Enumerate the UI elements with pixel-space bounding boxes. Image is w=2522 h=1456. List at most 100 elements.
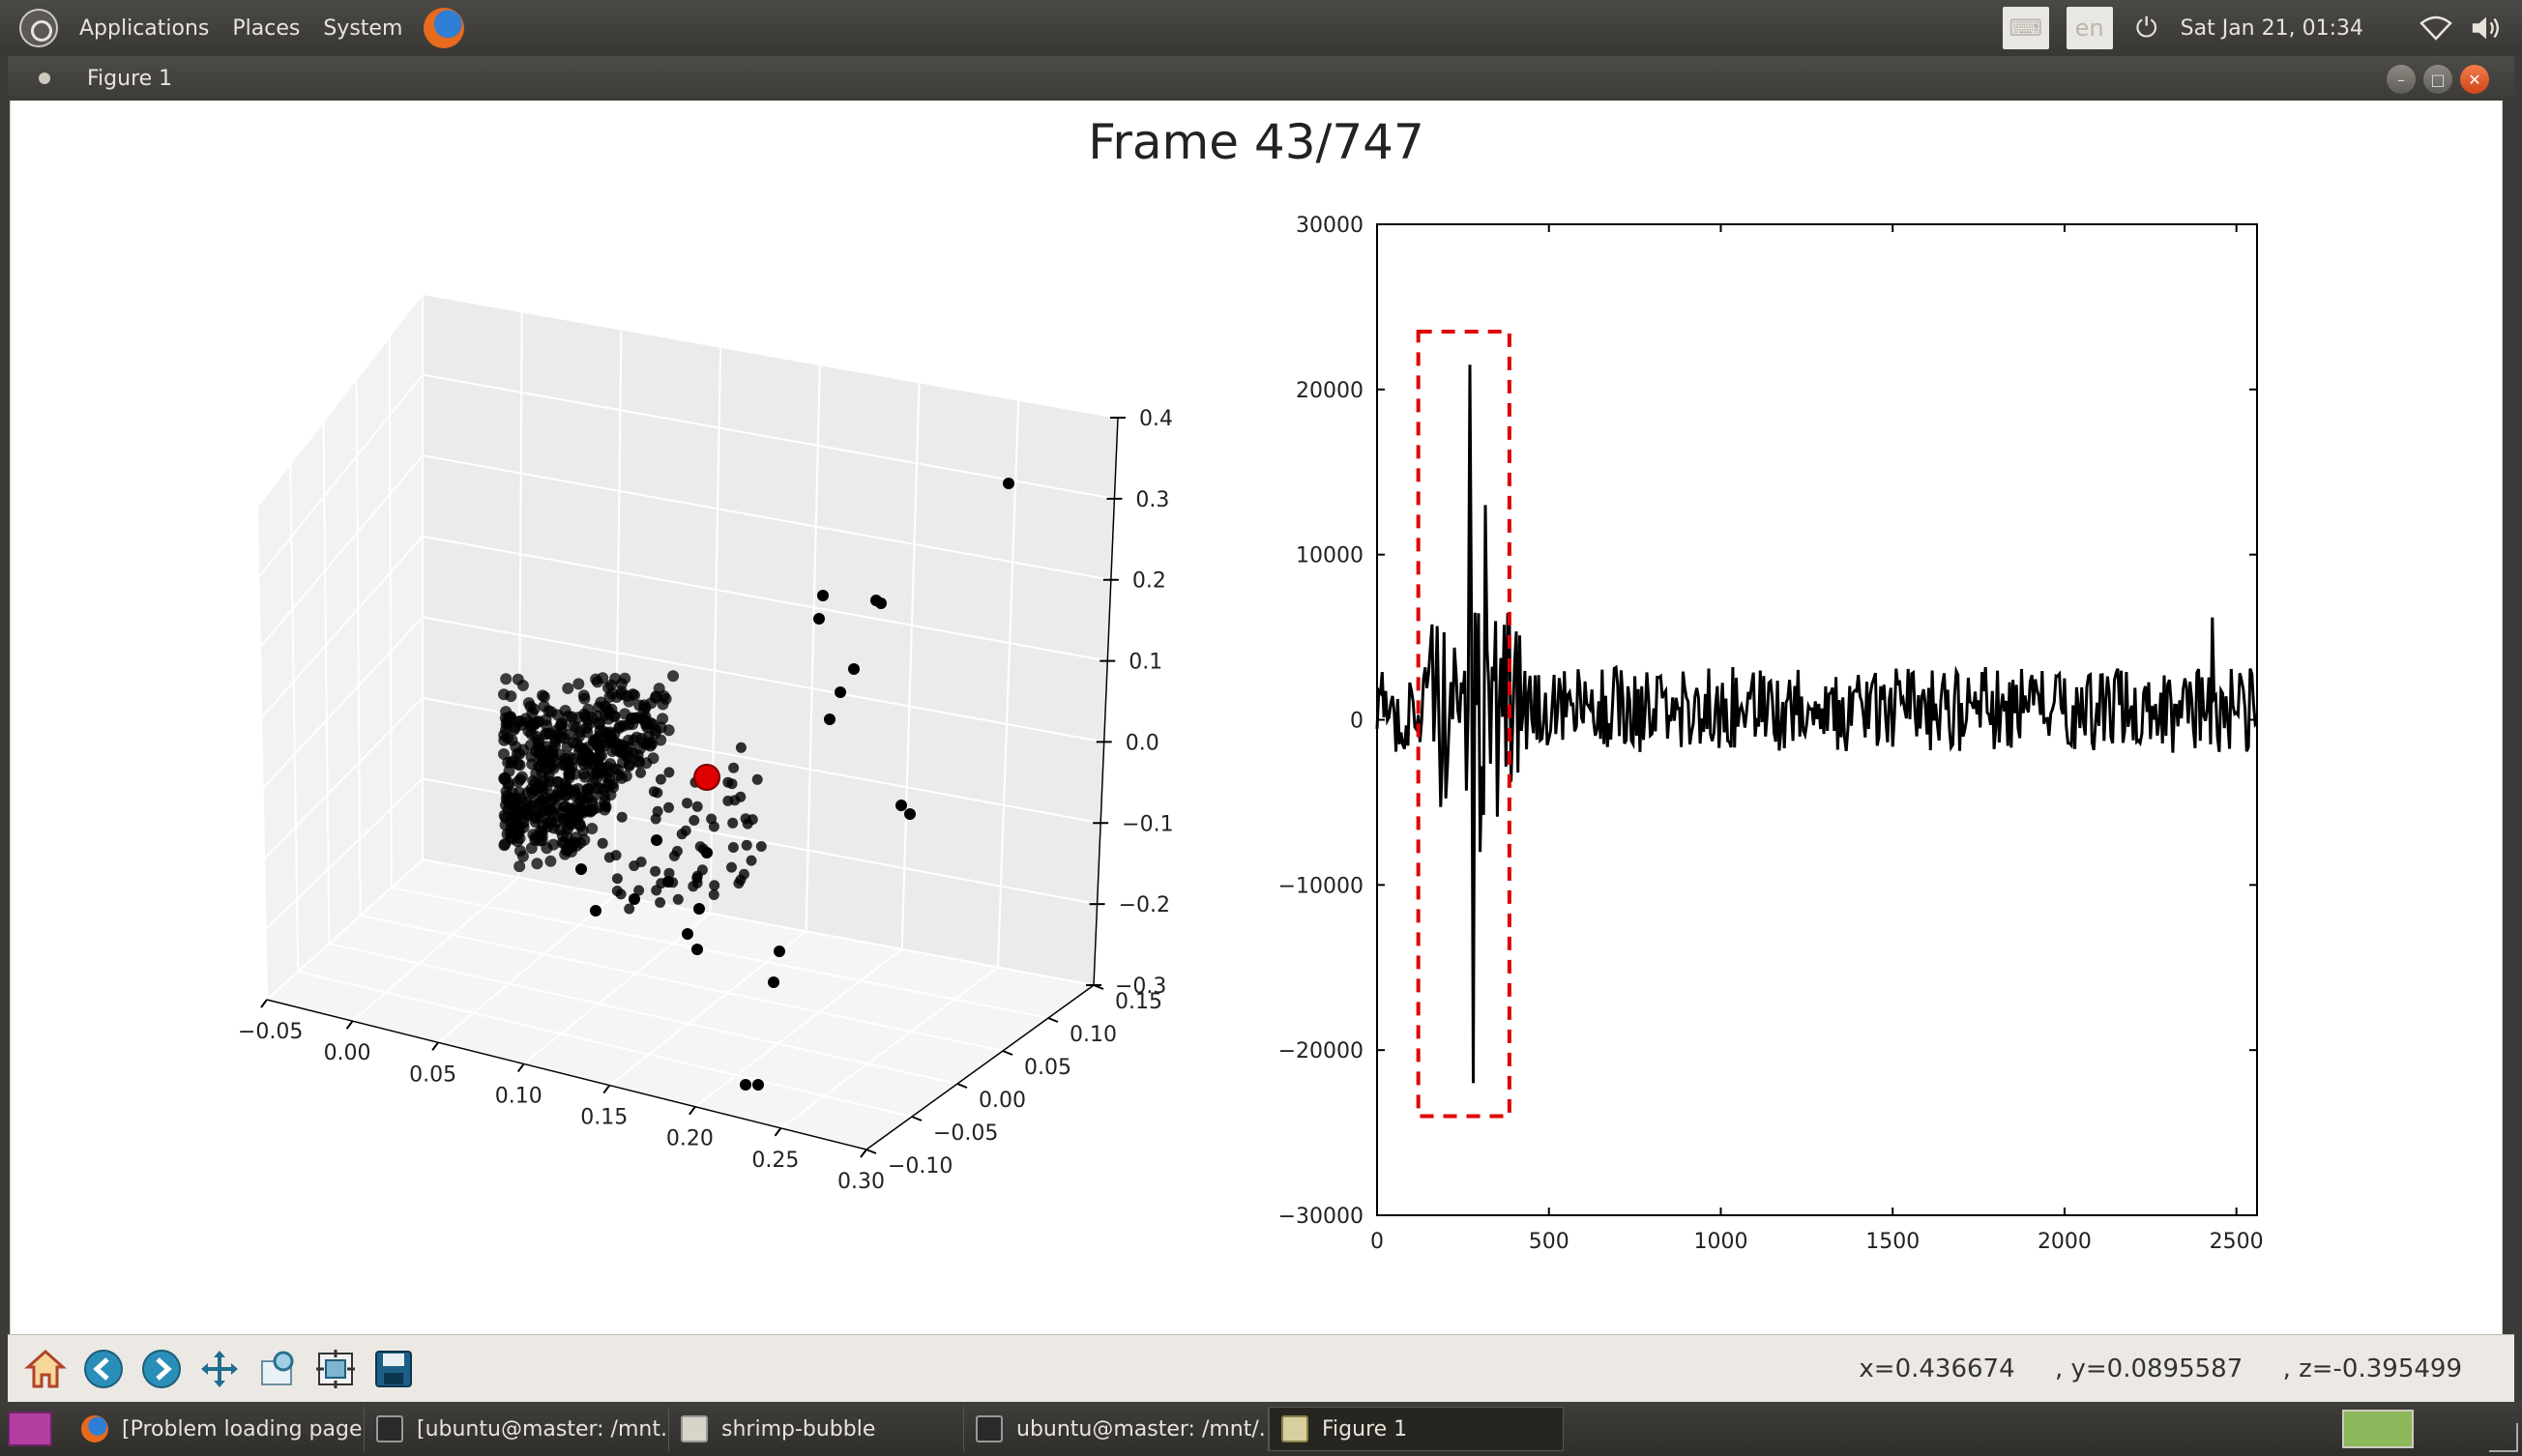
z-tick-label: 0.0 bbox=[1126, 731, 1159, 755]
scatter-point bbox=[574, 836, 587, 849]
menu-applications[interactable]: Applications bbox=[79, 15, 210, 41]
scatter-point bbox=[591, 676, 603, 688]
save-icon[interactable] bbox=[367, 1343, 420, 1395]
power-icon[interactable]: ⏻ bbox=[2135, 12, 2157, 44]
signal-line-axes[interactable]: 0 500 1000 1500 2000 2500 30000 20000 10000 0 −100… bbox=[1278, 214, 2264, 1254]
configure-subplots-icon[interactable] bbox=[309, 1343, 362, 1395]
scatter-point bbox=[594, 743, 605, 755]
scatter-point bbox=[726, 861, 737, 873]
volume-icon[interactable] bbox=[2470, 12, 2503, 44]
keyboard-layout-indicator[interactable]: en bbox=[2066, 7, 2113, 49]
show-desktop-icon[interactable] bbox=[8, 1412, 52, 1446]
scatter-point bbox=[663, 867, 675, 879]
scatter-point bbox=[817, 590, 829, 601]
scatter-point bbox=[594, 725, 606, 737]
maximize-icon[interactable]: □ bbox=[2423, 65, 2452, 94]
scatter-point bbox=[696, 864, 708, 876]
scatter-point bbox=[590, 905, 601, 917]
menu-places[interactable]: Places bbox=[232, 15, 301, 41]
grid-line-z bbox=[422, 454, 1112, 581]
window-controls: – □ ✕ bbox=[2387, 65, 2489, 94]
clock[interactable]: Sat Jan 21, 01:34 bbox=[2180, 15, 2363, 41]
scatter-point bbox=[640, 718, 653, 731]
window-menu-icon[interactable] bbox=[39, 73, 50, 84]
y-tick-label: −20000 bbox=[1278, 1039, 1364, 1063]
task-folder[interactable]: shrimp-bubble bbox=[669, 1407, 964, 1451]
scatter-point bbox=[895, 800, 907, 811]
y-tick bbox=[1047, 1017, 1059, 1023]
grid-line-y bbox=[355, 378, 362, 917]
zoom-icon[interactable] bbox=[251, 1343, 304, 1395]
close-icon[interactable]: ✕ bbox=[2460, 65, 2489, 94]
wifi-icon[interactable] bbox=[2419, 12, 2452, 44]
back-icon[interactable] bbox=[77, 1343, 130, 1395]
scatter-point bbox=[657, 713, 669, 725]
scatter-point bbox=[549, 736, 562, 747]
task-terminal-1[interactable]: [ubuntu@master: /mnt... bbox=[365, 1407, 669, 1451]
scatter-point bbox=[624, 903, 635, 915]
pan-icon[interactable] bbox=[193, 1343, 246, 1395]
scatter-point bbox=[577, 768, 590, 780]
scatter-point bbox=[629, 893, 640, 905]
scatter-point bbox=[499, 811, 512, 824]
menu-system[interactable]: System bbox=[323, 15, 403, 41]
x-tick bbox=[516, 1063, 525, 1073]
task-firefox[interactable]: [Problem loading page... bbox=[70, 1407, 365, 1451]
y-tick-label: 30000 bbox=[1296, 214, 1364, 238]
scatter-point bbox=[735, 742, 747, 753]
grid-line-z bbox=[422, 293, 1119, 419]
y-tick-label: 0.15 bbox=[1115, 990, 1162, 1014]
scatter-point bbox=[512, 747, 523, 760]
task-figure[interactable]: Figure 1 bbox=[1269, 1407, 1564, 1451]
task-label: [Problem loading page... bbox=[122, 1416, 365, 1441]
keyboard-icon[interactable]: ⌨ bbox=[2002, 7, 2049, 49]
grid-line-z bbox=[257, 373, 424, 578]
forward-icon[interactable] bbox=[135, 1343, 188, 1395]
home-icon[interactable] bbox=[19, 1343, 72, 1395]
scatter-point bbox=[502, 732, 514, 744]
z-tick-label: −0.3 bbox=[1115, 975, 1166, 999]
x-tick-label: 500 bbox=[1529, 1230, 1569, 1254]
scatter-point bbox=[752, 1079, 764, 1091]
minimize-icon[interactable]: – bbox=[2387, 65, 2416, 94]
scatter-point bbox=[633, 885, 645, 896]
scatter-point bbox=[538, 800, 550, 812]
figure-canvas[interactable]: Frame 43/747 −0.05 0.00 0.05 0.10 0.15 0.20 0.… bbox=[10, 101, 2503, 1334]
scatter-point bbox=[650, 813, 661, 825]
resize-grip-icon[interactable] bbox=[2489, 1423, 2518, 1452]
grid-line-y bbox=[388, 335, 393, 888]
scatter-point bbox=[526, 787, 539, 799]
window-titlebar[interactable]: Figure 1 – □ ✕ bbox=[8, 56, 2514, 101]
scatter-point bbox=[768, 976, 779, 988]
scatter-point bbox=[650, 865, 661, 877]
firefox-icon[interactable] bbox=[424, 8, 465, 48]
scatter-point bbox=[612, 769, 625, 781]
scatter-point bbox=[709, 880, 720, 891]
ubuntu-logo-icon[interactable] bbox=[19, 9, 58, 47]
scatter-point bbox=[672, 893, 684, 905]
y-tick bbox=[865, 1149, 877, 1154]
scatter-point bbox=[559, 782, 572, 795]
scatter-point bbox=[663, 767, 675, 778]
grid-line-z bbox=[263, 697, 424, 859]
scatter-point bbox=[555, 722, 568, 735]
scatter-point bbox=[576, 825, 589, 837]
scatter-point bbox=[691, 877, 703, 888]
scatter-point bbox=[513, 860, 526, 873]
scatter-point bbox=[534, 825, 546, 837]
x-tick-label: 1000 bbox=[1693, 1230, 1747, 1254]
plot-area[interactable]: −0.050.000.050.100.150.200.250.30−0.10−0… bbox=[11, 101, 2504, 1334]
scatter-point bbox=[544, 789, 557, 801]
scatter-point bbox=[611, 873, 623, 885]
scatter-point bbox=[738, 868, 749, 880]
z-tick-label: 0.2 bbox=[1132, 569, 1166, 594]
scatter-point bbox=[621, 745, 633, 758]
scatter-point bbox=[536, 834, 548, 847]
task-terminal-2[interactable]: ubuntu@master: /mnt/... bbox=[964, 1407, 1269, 1451]
scatter-point bbox=[628, 734, 640, 746]
workspace-switcher[interactable] bbox=[2342, 1410, 2414, 1448]
x-tick bbox=[431, 1041, 439, 1051]
scatter-point bbox=[566, 711, 578, 723]
scatter-3d-axes[interactable]: −0.05 0.00 0.05 0.10 0.15 0.20 0.25 0.30−0.10 −0… bbox=[238, 292, 1174, 1194]
y-tick-label: −30000 bbox=[1278, 1205, 1364, 1229]
